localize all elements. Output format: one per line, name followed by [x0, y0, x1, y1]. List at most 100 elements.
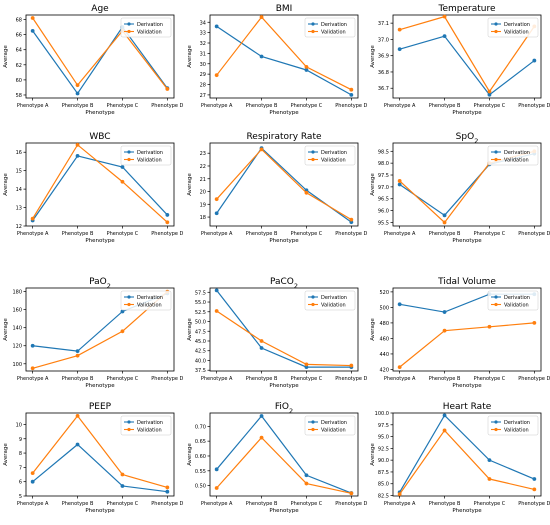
legend-label: Derivation: [137, 420, 163, 426]
legend-swatch-marker: [127, 157, 131, 162]
data-point-derivation: [349, 92, 354, 97]
axes-frame: [209, 287, 359, 372]
chart-title: Heart Rate: [443, 402, 492, 412]
x-tick-label: Phenotype C: [107, 231, 139, 237]
data-point-validation: [304, 64, 309, 69]
data-point-validation: [214, 486, 219, 490]
axes-frame: [209, 14, 359, 99]
chart-panel-9: Tidal Volume 420 440 460 480 500 520 Phenotype …: [370, 277, 550, 389]
legend-box: [304, 415, 356, 436]
y-tick-label: 55.0: [195, 300, 206, 306]
chart-title: Age: [91, 4, 109, 14]
legend-label: Validation: [504, 302, 529, 308]
data-point-validation: [397, 492, 402, 497]
y-tick-label: 9: [19, 437, 22, 443]
chart-title-text: Age: [91, 4, 109, 14]
y-tick-label: 5: [19, 494, 22, 500]
legend-swatch-marker: [127, 295, 131, 299]
y-tick-label: 31: [200, 51, 206, 57]
legend-label: Derivation: [504, 420, 530, 426]
y-tick-label: 34: [200, 20, 206, 26]
y-tick-label: 90.0: [378, 458, 389, 464]
data-point-validation: [532, 487, 537, 492]
y-tick-label: 100.0: [375, 411, 389, 417]
y-tick-label: 120: [12, 344, 22, 350]
legend-box: [120, 145, 172, 166]
x-tick-label: Phenotype B: [246, 376, 278, 382]
legend-box: [487, 145, 539, 166]
y-tick-label: 29: [200, 72, 206, 78]
y-tick-label: 82.5: [378, 494, 389, 500]
legend-swatch-marker: [494, 29, 498, 34]
y-axis-label: Average: [3, 443, 9, 466]
x-tick-label: Phenotype C: [474, 376, 506, 382]
data-point-validation: [30, 16, 35, 20]
y-tick-label: 58: [16, 93, 22, 99]
data-point-validation: [349, 87, 354, 92]
chart-title-text: PaO: [89, 277, 107, 287]
y-tick-label: 97.0: [378, 185, 389, 191]
data-point-derivation: [532, 477, 537, 481]
chart-title: PaO2: [89, 277, 111, 290]
y-tick-label: 500: [379, 305, 389, 311]
y-tick-label: 0.55: [195, 469, 206, 475]
legend-swatch-marker: [311, 157, 315, 162]
series-line-validation: [216, 310, 352, 367]
data-point-derivation: [259, 54, 264, 59]
legend-label: Derivation: [321, 22, 347, 28]
chart-panel-6: SpO2 95.5 96.0 96.5 97.0 97.5 98.0 98.5 Phenotyp…: [370, 132, 550, 244]
data-point-validation: [75, 353, 80, 358]
legend-box: [304, 145, 356, 166]
axes-frame: [392, 14, 542, 99]
data-point-derivation: [75, 349, 80, 354]
chart-panel-5: Respiratory Rate 18 19 20 21 22 23 Phenotype A P…: [187, 132, 368, 244]
x-tick-label: Phenotype C: [107, 376, 139, 382]
series-line-validation: [32, 291, 168, 369]
data-point-derivation: [487, 92, 492, 97]
y-tick-label: 33: [200, 31, 206, 37]
chart-title: SpO2: [456, 132, 479, 145]
data-point-derivation: [214, 211, 219, 216]
x-axis-label: Phenotype: [85, 508, 115, 514]
series-line-validation: [399, 322, 535, 368]
data-point-validation: [75, 413, 80, 418]
x-tick-label: Phenotype B: [429, 376, 461, 382]
x-tick-label: Phenotype A: [17, 231, 49, 237]
chart-panel-11: FiO2 0.50 0.55 0.60 0.65 0.70 Phenotype A Pheno…: [187, 402, 368, 514]
y-tick-label: 140: [12, 326, 22, 332]
data-point-validation: [442, 220, 447, 225]
data-point-validation: [442, 14, 447, 19]
x-tick-label: Phenotype B: [246, 103, 278, 109]
x-tick-label: Phenotype A: [384, 376, 416, 382]
data-point-validation: [259, 147, 264, 152]
chart-title-text: SpO: [456, 132, 475, 142]
data-point-derivation: [442, 34, 447, 39]
legend-label: Derivation: [321, 295, 347, 301]
legend-label: Validation: [137, 157, 162, 163]
x-tick-label: Phenotype D: [335, 231, 367, 237]
y-tick-label: 19: [200, 202, 206, 208]
chart-title-subscript: 2: [294, 282, 298, 290]
data-point-validation: [304, 190, 309, 195]
data-point-validation: [532, 321, 537, 325]
data-point-validation: [487, 89, 492, 94]
axes-frame: [25, 287, 175, 372]
x-tick-label: Phenotype D: [335, 103, 367, 109]
x-tick-label: Phenotype B: [62, 231, 94, 237]
legend-box: [487, 290, 539, 311]
legend-swatch-marker: [311, 29, 315, 34]
series-line-validation: [216, 148, 352, 221]
data-point-derivation: [442, 310, 447, 314]
x-tick-label: Phenotype D: [518, 103, 550, 109]
chart-title-text: Respiratory Rate: [246, 132, 322, 142]
y-tick-label: 18: [200, 215, 206, 221]
chart-title-text: PEEP: [89, 402, 112, 412]
data-point-derivation: [165, 489, 170, 494]
legend-swatch-marker: [494, 427, 498, 432]
chart-title-text: Tidal Volume: [437, 277, 496, 287]
